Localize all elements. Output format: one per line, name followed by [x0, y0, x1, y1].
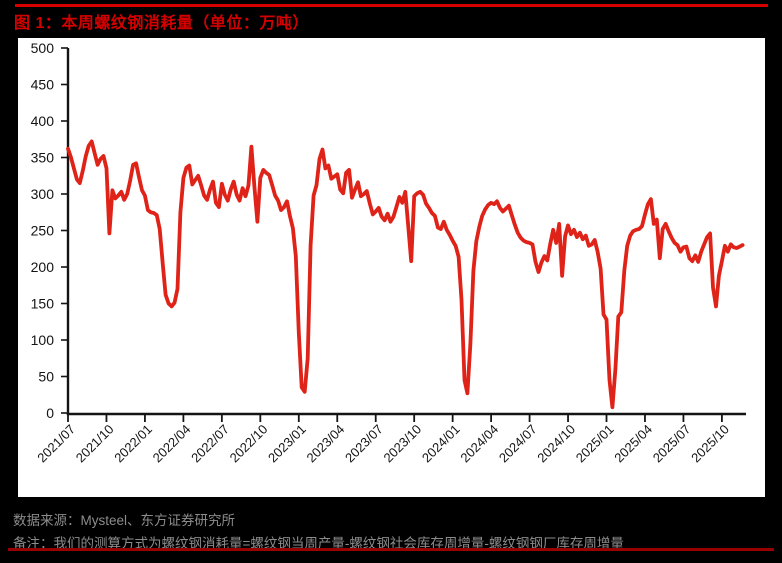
svg-text:200: 200: [31, 259, 55, 275]
rebar-consumption-line-chart: 0501001502002503003504004505002021/07202…: [31, 40, 746, 466]
svg-text:250: 250: [31, 223, 55, 239]
svg-text:2024/01: 2024/01: [419, 422, 463, 466]
svg-text:2025/10: 2025/10: [688, 422, 732, 466]
svg-text:2022/07: 2022/07: [188, 422, 232, 466]
svg-text:500: 500: [31, 40, 55, 56]
svg-text:2024/04: 2024/04: [457, 422, 501, 466]
bottom-divider: [8, 548, 774, 551]
svg-text:2021/07: 2021/07: [34, 422, 78, 466]
svg-text:50: 50: [38, 369, 54, 385]
svg-text:2025/07: 2025/07: [650, 422, 694, 466]
svg-text:2024/10: 2024/10: [534, 422, 578, 466]
svg-text:2023/01: 2023/01: [265, 422, 309, 466]
svg-text:2022/04: 2022/04: [150, 422, 194, 466]
svg-text:2025/04: 2025/04: [611, 422, 655, 466]
svg-text:2025/01: 2025/01: [573, 422, 617, 466]
svg-text:300: 300: [31, 186, 55, 202]
svg-text:2023/10: 2023/10: [380, 422, 424, 466]
svg-text:2024/07: 2024/07: [496, 422, 540, 466]
svg-text:2022/10: 2022/10: [227, 422, 271, 466]
svg-text:350: 350: [31, 150, 55, 166]
svg-text:2022/01: 2022/01: [111, 422, 155, 466]
figure-title: 图 1：本周螺纹钢消耗量（单位：万吨）: [14, 15, 309, 32]
svg-text:400: 400: [31, 113, 55, 129]
svg-text:100: 100: [31, 332, 55, 348]
svg-text:2023/07: 2023/07: [342, 422, 386, 466]
data-source-text: 数据来源：Mysteel、东方证券研究所: [13, 513, 236, 528]
svg-text:450: 450: [31, 77, 55, 93]
top-divider: [15, 4, 768, 7]
svg-text:150: 150: [31, 296, 55, 312]
svg-text:0: 0: [46, 405, 54, 421]
svg-text:2023/04: 2023/04: [304, 422, 348, 466]
method-note-text: 备注：我们的测算方式为螺纹钢消耗量=螺纹钢当周产量-螺纹钢社会库存周增量-螺纹钢…: [13, 536, 624, 551]
chart-panel: 0 50 100 150 200 250 300 350 400 450 500 2021/07 202…: [18, 38, 765, 497]
svg-text:2021/10: 2021/10: [73, 422, 117, 466]
